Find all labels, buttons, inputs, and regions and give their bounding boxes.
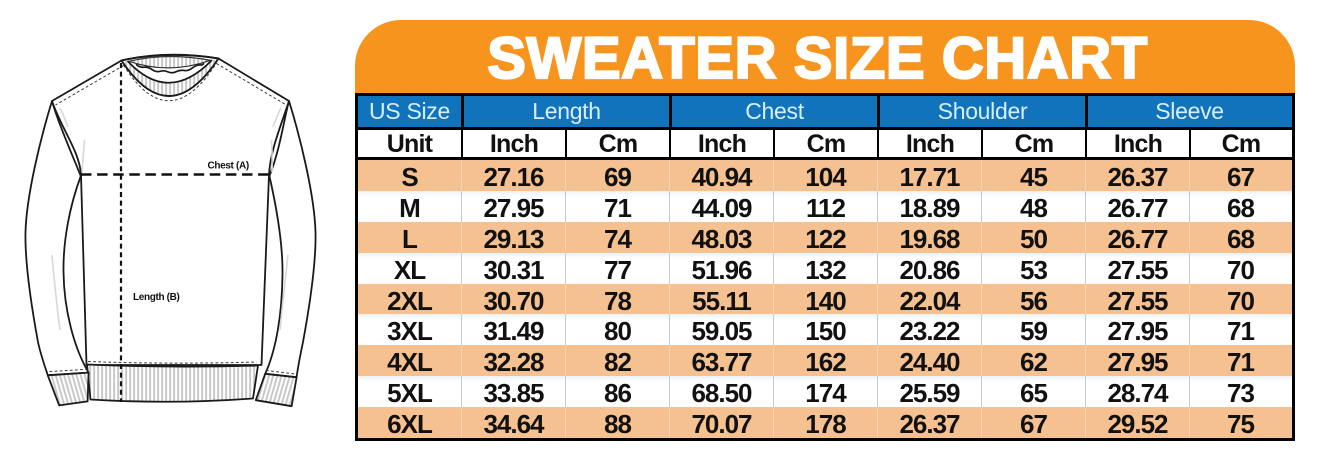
svg-text:Length (B): Length (B): [133, 292, 180, 303]
svg-text:Chest (A): Chest (A): [208, 160, 249, 171]
